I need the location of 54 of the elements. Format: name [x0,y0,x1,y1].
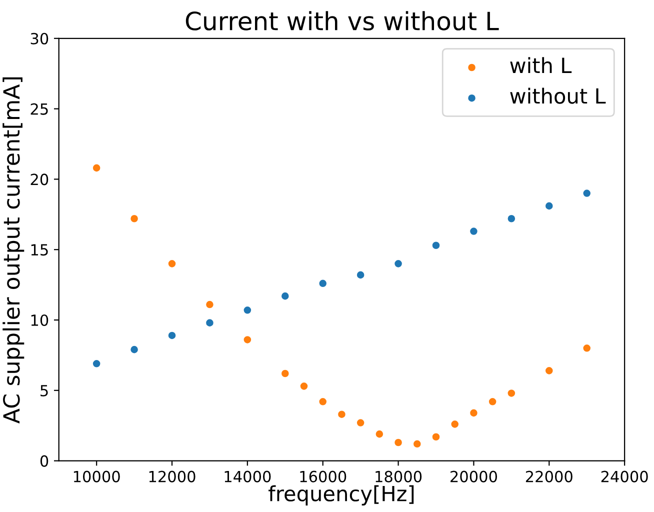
point [546,202,553,210]
y-tick-label: 20 [30,174,48,186]
point [244,336,252,344]
point [432,242,440,250]
point [92,164,100,172]
point [356,271,364,279]
y-tick-label: 15 [31,244,48,256]
point [92,360,100,368]
point [130,346,138,354]
point [432,433,440,441]
point [319,280,326,288]
point [282,292,289,300]
point [583,190,590,197]
y-tick-label: 25 [30,103,48,115]
point [394,438,402,446]
legend-label: with L [510,57,572,73]
point [282,370,289,378]
x-tick-label: 12000 [149,470,196,482]
x-tick-label: 22000 [526,470,572,482]
y-tick-label: 0 [40,455,48,467]
point [414,440,421,448]
point [168,332,176,340]
point [206,300,214,308]
point [376,430,384,438]
point [546,367,553,374]
point [206,319,214,326]
x-tick-label: 18000 [376,470,422,482]
point [470,409,478,417]
point [451,420,458,428]
point [508,390,516,397]
x-axis-title: frequency[Hz] [268,485,414,506]
point [319,398,326,406]
x-tick-label: 10000 [74,470,120,482]
legend-label: without L [510,88,606,104]
point [168,260,176,268]
y-tick-label: 5 [40,385,48,396]
x-tick-label: 24000 [601,470,648,482]
y-axis-title: AC supplier output current[mA] [2,77,24,424]
y-tick-label: 10 [31,314,48,326]
point [130,214,138,222]
x-tick-label: 16000 [300,470,346,482]
y-tick-label: 30 [30,32,48,44]
point [338,410,346,418]
point [583,344,590,352]
point [244,306,252,314]
chart-title: Current with vs without L [186,11,499,30]
point [470,228,478,235]
x-tick-label: 20000 [450,470,497,482]
point [300,382,308,390]
point [356,419,364,426]
point [488,398,496,406]
point [508,214,516,222]
x-tick-label: 14000 [224,470,271,482]
point [394,260,402,268]
